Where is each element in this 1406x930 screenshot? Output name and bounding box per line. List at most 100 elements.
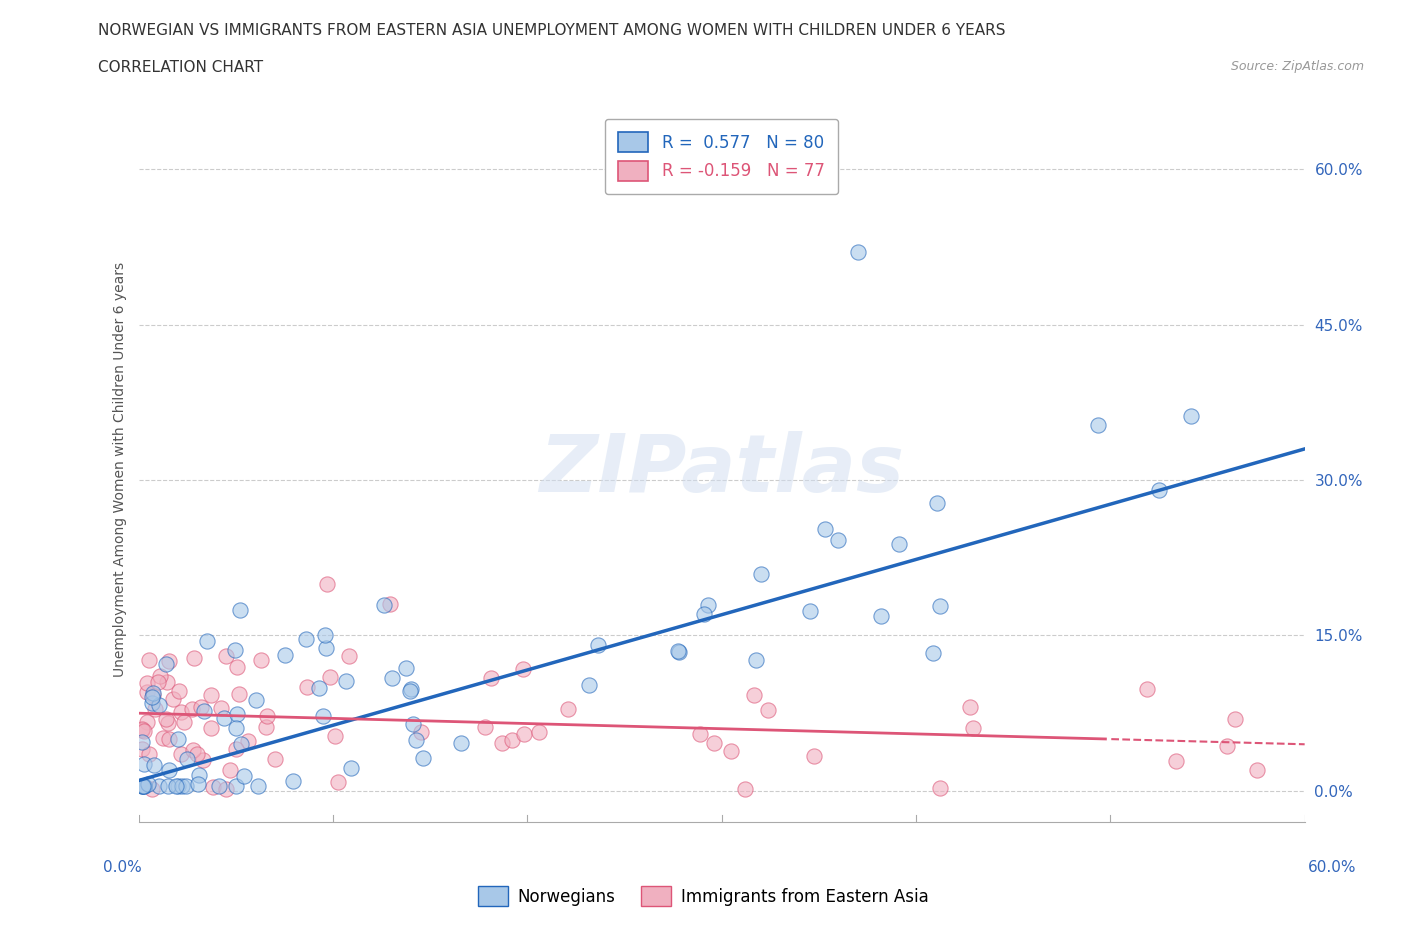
Point bbox=[450, 736, 472, 751]
Point bbox=[201, 780, 224, 795]
Point bbox=[799, 604, 821, 618]
Point bbox=[142, 685, 165, 700]
Point bbox=[212, 711, 235, 725]
Point bbox=[191, 753, 214, 768]
Point bbox=[256, 720, 278, 735]
Point bbox=[176, 751, 198, 766]
Point bbox=[225, 660, 247, 675]
Point bbox=[169, 684, 191, 698]
Y-axis label: Unemployment Among Women with Children Under 6 years: Unemployment Among Women with Children U… bbox=[114, 262, 128, 677]
Point bbox=[962, 721, 984, 736]
Point bbox=[225, 720, 247, 735]
Point bbox=[141, 690, 163, 705]
Point bbox=[339, 649, 361, 664]
Point bbox=[697, 597, 720, 612]
Point bbox=[373, 598, 395, 613]
Point bbox=[149, 668, 172, 683]
Point bbox=[236, 734, 259, 749]
Point bbox=[749, 566, 772, 581]
Point bbox=[513, 726, 536, 741]
Point bbox=[827, 533, 849, 548]
Point bbox=[155, 711, 177, 726]
Point bbox=[1147, 483, 1170, 498]
Point bbox=[405, 733, 427, 748]
Point bbox=[588, 638, 610, 653]
Point bbox=[135, 675, 157, 690]
Point bbox=[846, 245, 869, 259]
Point bbox=[136, 714, 159, 729]
Point bbox=[138, 652, 160, 667]
Point bbox=[207, 778, 229, 793]
Point bbox=[527, 724, 550, 739]
Point bbox=[228, 687, 250, 702]
Point bbox=[233, 769, 256, 784]
Point bbox=[186, 747, 208, 762]
Point bbox=[157, 654, 180, 669]
Point bbox=[412, 751, 434, 765]
Point bbox=[152, 730, 174, 745]
Point bbox=[479, 671, 502, 685]
Point bbox=[148, 778, 170, 793]
Point bbox=[250, 653, 273, 668]
Point bbox=[814, 522, 837, 537]
Point bbox=[703, 736, 725, 751]
Point bbox=[1223, 711, 1246, 726]
Point bbox=[1180, 408, 1202, 423]
Point bbox=[145, 701, 167, 716]
Point bbox=[155, 675, 177, 690]
Point bbox=[247, 778, 270, 793]
Point bbox=[170, 778, 193, 793]
Point bbox=[887, 537, 910, 551]
Point bbox=[225, 741, 247, 756]
Point bbox=[143, 758, 166, 773]
Point bbox=[166, 732, 188, 747]
Point bbox=[693, 606, 716, 621]
Point bbox=[314, 628, 336, 643]
Point bbox=[319, 670, 342, 684]
Point bbox=[756, 703, 779, 718]
Point bbox=[734, 781, 756, 796]
Text: Source: ZipAtlas.com: Source: ZipAtlas.com bbox=[1230, 60, 1364, 73]
Point bbox=[1164, 753, 1187, 768]
Point bbox=[281, 773, 304, 788]
Point bbox=[200, 688, 222, 703]
Legend: R =  0.577   N = 80, R = -0.159   N = 77: R = 0.577 N = 80, R = -0.159 N = 77 bbox=[605, 119, 838, 194]
Point bbox=[340, 761, 363, 776]
Point bbox=[156, 715, 179, 730]
Point bbox=[744, 653, 766, 668]
Point bbox=[193, 703, 215, 718]
Point bbox=[928, 781, 950, 796]
Point bbox=[174, 778, 197, 793]
Point bbox=[959, 699, 981, 714]
Point bbox=[744, 687, 766, 702]
Point bbox=[1246, 763, 1268, 777]
Point bbox=[134, 724, 156, 738]
Point bbox=[402, 717, 425, 732]
Text: 60.0%: 60.0% bbox=[1309, 860, 1357, 875]
Point bbox=[181, 742, 204, 757]
Point bbox=[668, 644, 690, 659]
Point bbox=[155, 657, 177, 671]
Point bbox=[501, 733, 523, 748]
Point bbox=[173, 714, 195, 729]
Point bbox=[395, 660, 418, 675]
Point bbox=[167, 778, 190, 793]
Point bbox=[474, 720, 496, 735]
Text: 0.0%: 0.0% bbox=[103, 860, 142, 875]
Point bbox=[131, 778, 153, 793]
Point bbox=[134, 778, 156, 793]
Point bbox=[315, 640, 337, 655]
Point bbox=[803, 749, 825, 764]
Point bbox=[399, 682, 422, 697]
Point bbox=[326, 775, 349, 790]
Point bbox=[215, 781, 238, 796]
Point bbox=[156, 778, 179, 793]
Point bbox=[195, 633, 218, 648]
Point bbox=[557, 701, 579, 716]
Point bbox=[335, 674, 357, 689]
Point bbox=[308, 681, 330, 696]
Point bbox=[131, 722, 153, 737]
Point bbox=[245, 692, 267, 707]
Point bbox=[226, 707, 249, 722]
Point bbox=[512, 661, 534, 676]
